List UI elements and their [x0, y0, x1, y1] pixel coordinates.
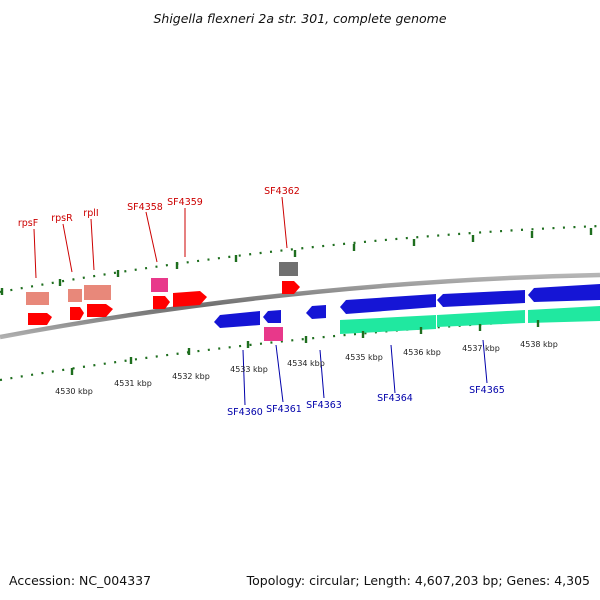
outer-major-ticks: [0, 228, 593, 295]
ruler-label: 4538 kbp: [520, 340, 558, 349]
ruler-label: 4536 kbp: [403, 348, 441, 357]
ruler-label: 4530 kbp: [55, 387, 93, 396]
gene-label-leader: [242, 349, 246, 406]
feature-layer: rpsF rpsR rplI SF4358 SF4359: [18, 186, 600, 418]
gene-label: SF4365: [469, 385, 505, 396]
gene-label: SF4359: [167, 197, 203, 208]
ruler-label: 4534 kbp: [287, 359, 325, 368]
gene-label-leader: [275, 344, 284, 403]
ruler-label: 4533 kbp: [230, 365, 268, 374]
gene-label-leader: [281, 196, 288, 249]
ruler-label: 4537 kbp: [462, 344, 500, 353]
gene-label: rplI: [83, 208, 98, 219]
gene-label-leader: [90, 218, 95, 271]
gene-SF4365[interactable]: SF4365: [437, 284, 600, 396]
inner-tick-ring: [0, 316, 600, 382]
gene-label: rpsR: [51, 213, 73, 224]
gene-label-leader: [145, 211, 158, 263]
genome-backbone: [0, 272, 600, 340]
gene-rpsF[interactable]: rpsF: [18, 218, 52, 325]
gene-SF4361[interactable]: SF4361: [263, 310, 302, 415]
topology-summary: Topology: circular; Length: 4,607,203 bp…: [246, 573, 590, 588]
gene-label-leader: [390, 344, 396, 394]
gene-label-leader: [482, 339, 488, 384]
inner-major-ticks: [70, 320, 540, 375]
ruler-label: 4531 kbp: [114, 379, 152, 388]
gene-SF4360[interactable]: SF4360: [214, 311, 263, 418]
ruler-label: 4535 kbp: [345, 353, 383, 362]
gene-label: SF4363: [306, 400, 342, 411]
gene-SF4363[interactable]: SF4363: [306, 305, 342, 411]
gene-label-leader: [62, 223, 73, 273]
gene-SF4362[interactable]: SF4362: [264, 186, 300, 294]
ruler-labels: 4530 kbp 4531 kbp 4532 kbp 4533 kbp 4534…: [55, 340, 558, 396]
gene-rplI[interactable]: rplI: [83, 208, 113, 317]
gene-rpsR[interactable]: rpsR: [51, 213, 84, 320]
ruler-label: 4532 kbp: [172, 372, 210, 381]
gene-SF4359[interactable]: SF4359: [167, 197, 207, 307]
gene-label: rpsF: [18, 218, 38, 229]
outer-tick-ring: [0, 224, 600, 294]
gene-SF4358[interactable]: SF4358: [127, 202, 170, 309]
gene-label: SF4361: [266, 404, 302, 415]
accession-text: Accession: NC_004337: [9, 573, 152, 588]
gene-label: SF4364: [377, 393, 413, 404]
gene-label: SF4360: [227, 407, 263, 418]
gene-label: SF4358: [127, 202, 163, 213]
gene-label-leader: [319, 349, 325, 399]
gene-label-leader: [33, 228, 37, 279]
gene-label: SF4362: [264, 186, 300, 197]
map-title: Shigella flexneri 2a str. 301, complete …: [153, 11, 446, 26]
gene-SF4364[interactable]: SF4364: [340, 294, 436, 404]
